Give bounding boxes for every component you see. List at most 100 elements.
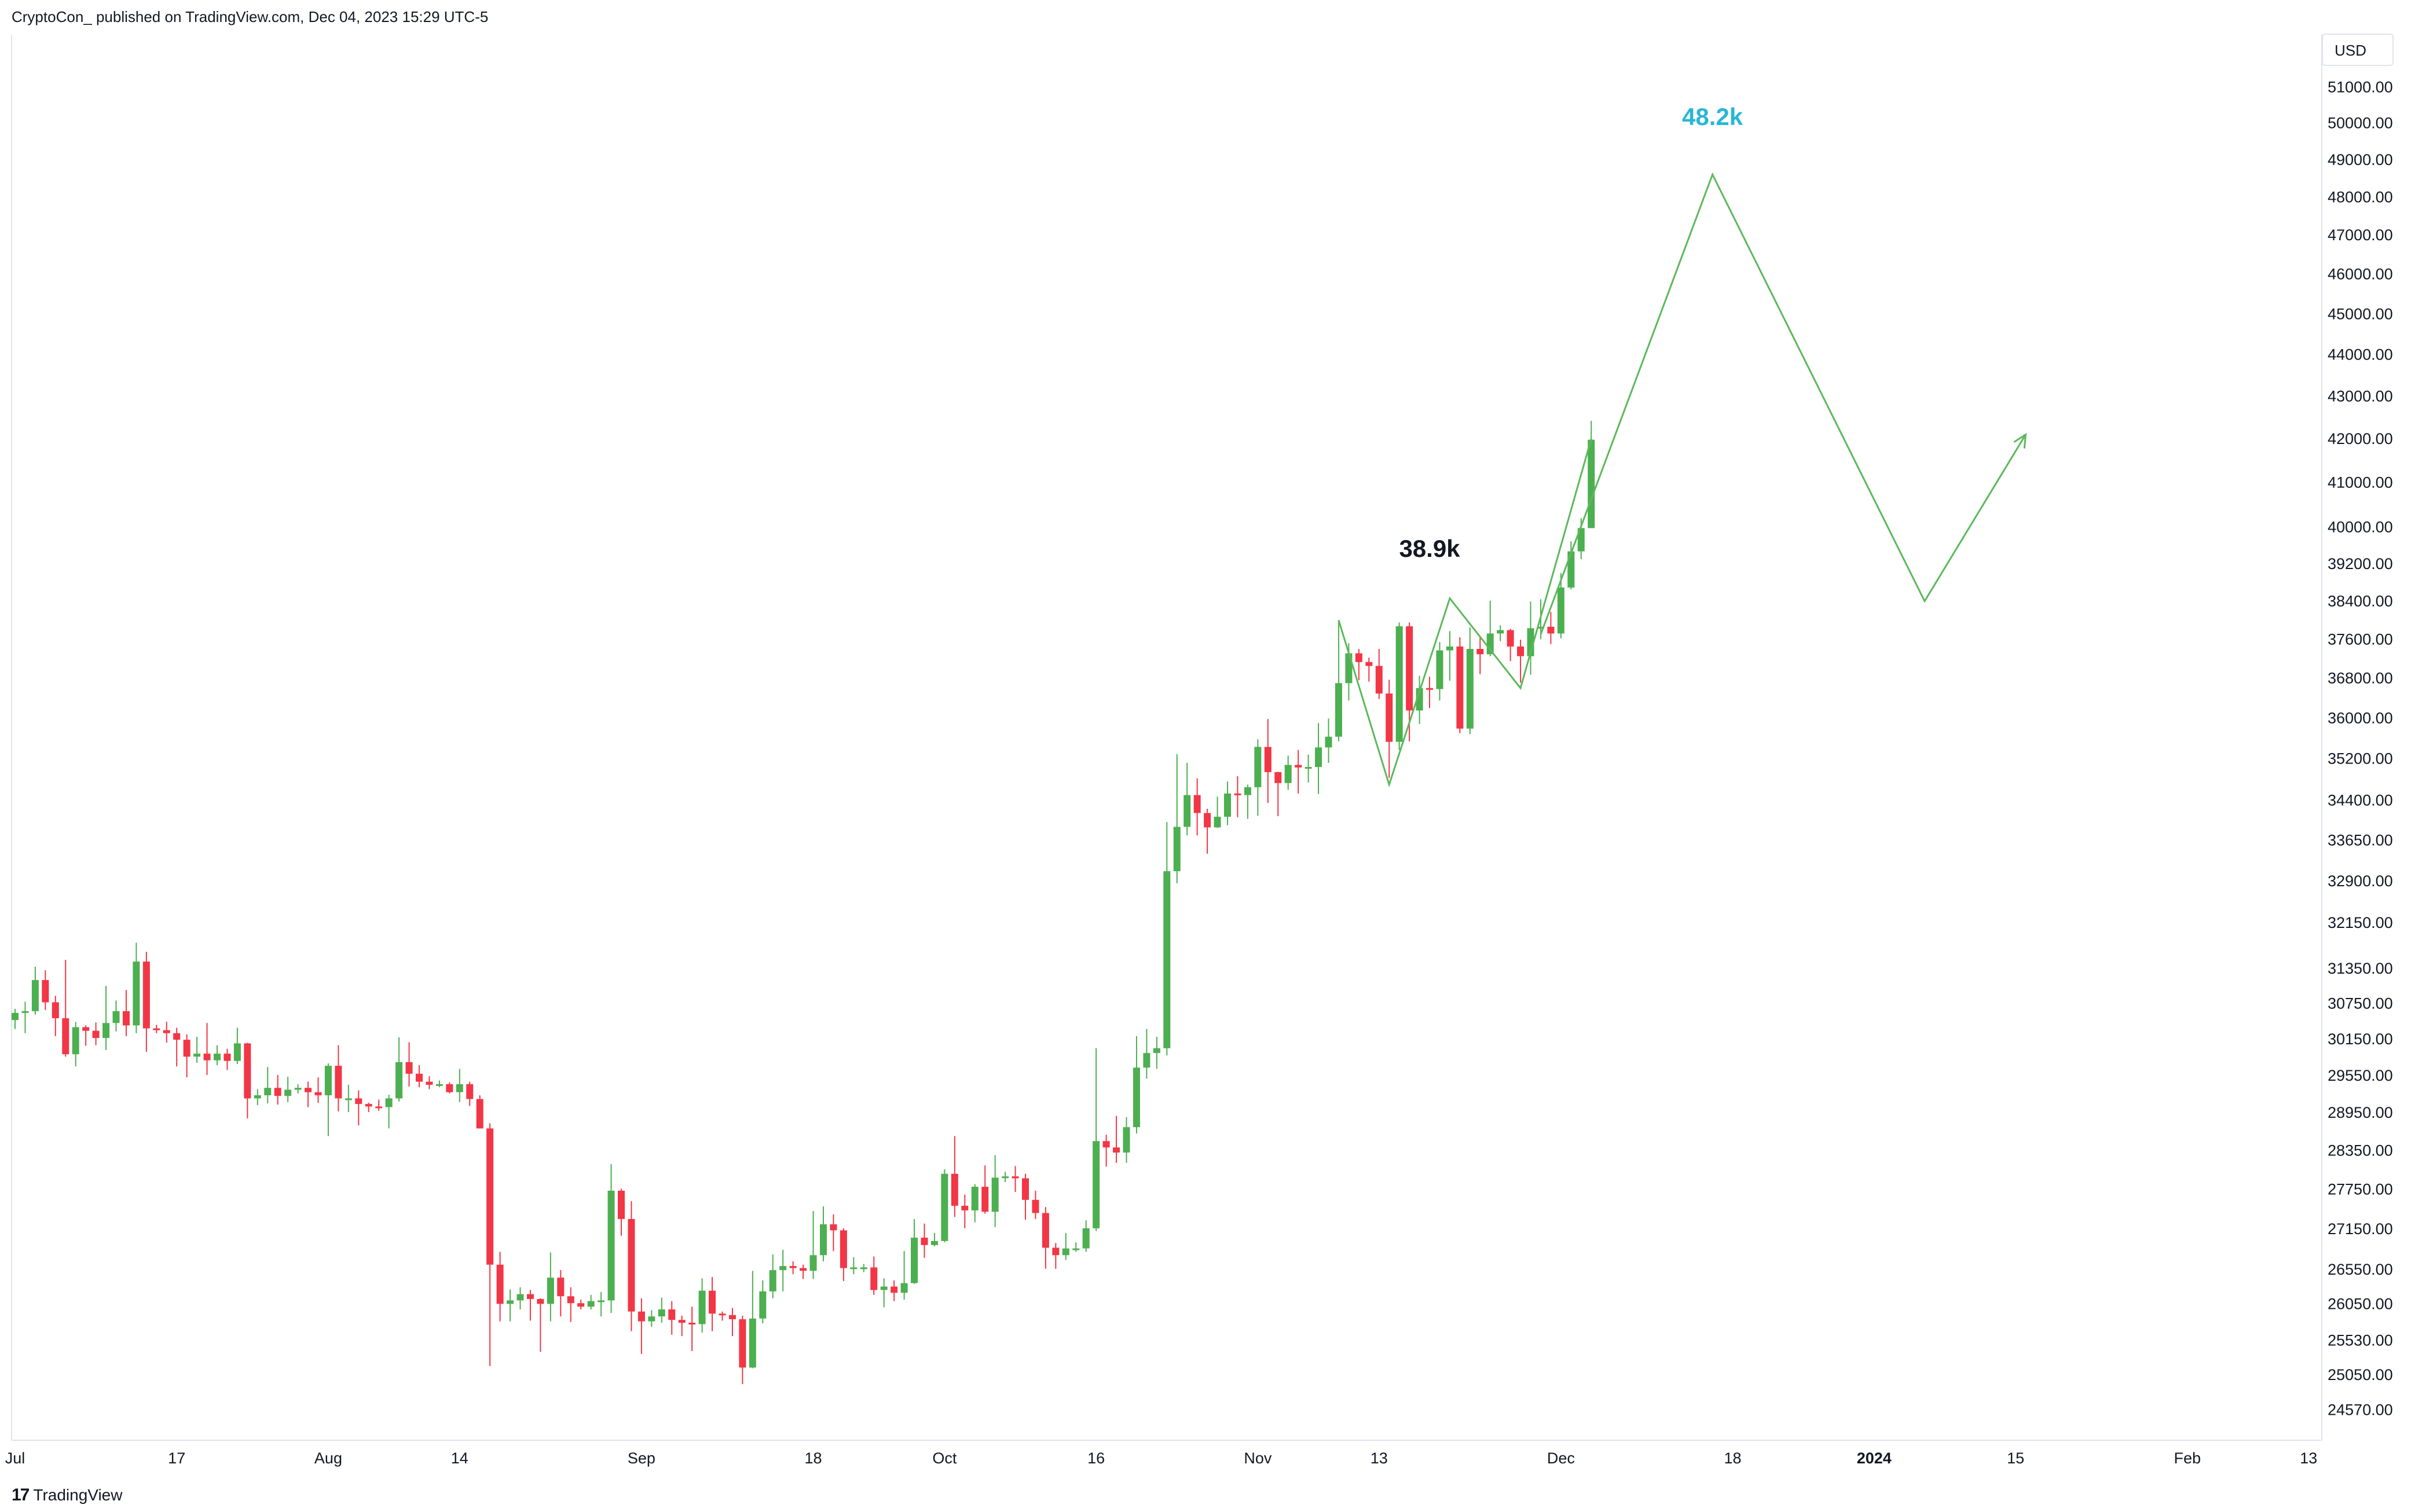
triangle-pattern-line[interactable] (1338, 438, 1592, 788)
candle-2023-11-19[interactable] (1436, 642, 1443, 701)
candle-2023-11-13[interactable] (1375, 649, 1383, 699)
candle-2023-09-14[interactable] (769, 1254, 776, 1298)
candle-2023-09-03[interactable] (658, 1297, 665, 1323)
candle-2023-10-16[interactable] (1093, 1048, 1100, 1231)
candle-2023-10-14[interactable] (1072, 1242, 1080, 1252)
candle-2023-07-14[interactable] (142, 952, 150, 1052)
candle-2023-09-01[interactable] (637, 1298, 645, 1354)
candle-2023-08-28[interactable] (598, 1292, 605, 1317)
candle-2023-09-07[interactable] (698, 1278, 706, 1333)
candle-2023-10-20[interactable] (1133, 1036, 1140, 1134)
candle-2023-09-29[interactable] (921, 1223, 928, 1258)
candle-2023-09-09[interactable] (719, 1311, 726, 1321)
candle-2023-07-06[interactable] (62, 960, 69, 1057)
candle-2023-09-08[interactable] (709, 1276, 716, 1331)
candle-2023-08-17[interactable] (486, 1123, 494, 1366)
candle-2023-07-30[interactable] (305, 1081, 312, 1107)
candle-2023-10-01[interactable] (941, 1169, 948, 1243)
candle-2023-11-30[interactable] (1547, 612, 1555, 644)
candle-2023-09-21[interactable] (840, 1228, 847, 1282)
candle-2023-09-28[interactable] (911, 1219, 918, 1284)
candle-2023-08-16[interactable] (476, 1095, 483, 1129)
currency-label[interactable]: USD (2322, 34, 2394, 66)
candle-2023-07-13[interactable] (133, 942, 140, 1033)
candle-2023-11-03[interactable] (1274, 771, 1282, 816)
candle-2023-07-04[interactable] (42, 970, 49, 1010)
candle-2023-11-14[interactable] (1386, 680, 1393, 778)
candle-2023-07-21[interactable] (214, 1045, 221, 1066)
candle-2023-09-10[interactable] (728, 1308, 736, 1337)
candle-2023-08-19[interactable] (507, 1289, 514, 1322)
candle-2023-10-25[interactable] (1183, 762, 1191, 836)
candle-2023-10-18[interactable] (1113, 1115, 1120, 1163)
candle-2023-08-31[interactable] (628, 1201, 635, 1331)
candle-2023-11-05[interactable] (1295, 750, 1302, 794)
candle-2023-11-25[interactable] (1497, 625, 1504, 641)
candle-2023-11-06[interactable] (1305, 754, 1312, 783)
candle-2023-11-12[interactable] (1365, 658, 1373, 682)
candle-2023-09-18[interactable] (809, 1211, 817, 1279)
candle-2023-07-29[interactable] (294, 1084, 302, 1093)
candle-2023-10-09[interactable] (1022, 1173, 1029, 1220)
candle-2023-08-18[interactable] (496, 1252, 504, 1322)
candle-2023-08-13[interactable] (446, 1082, 453, 1093)
candle-2023-07-23[interactable] (233, 1027, 241, 1064)
candle-2023-07-03[interactable] (31, 967, 39, 1015)
candle-2023-09-16[interactable] (789, 1261, 797, 1275)
candle-2023-09-22[interactable] (850, 1257, 858, 1275)
candle-2023-10-26[interactable] (1193, 778, 1201, 836)
candle-2023-08-23[interactable] (547, 1252, 554, 1322)
candle-2023-07-12[interactable] (122, 990, 130, 1036)
projection-path-line[interactable] (1540, 172, 2027, 635)
candle-2023-08-14[interactable] (456, 1069, 463, 1102)
candle-2023-12-04[interactable] (1588, 420, 1595, 529)
candle-2023-08-22[interactable] (537, 1298, 544, 1352)
candle-2023-07-01[interactable] (12, 1008, 19, 1029)
candle-2023-10-31[interactable] (1244, 784, 1251, 819)
candle-2023-08-12[interactable] (435, 1080, 443, 1088)
candle-2023-07-31[interactable] (314, 1077, 322, 1103)
candle-2023-10-23[interactable] (1163, 822, 1171, 1056)
candle-2023-10-08[interactable] (1012, 1166, 1019, 1192)
candle-2023-11-07[interactable] (1315, 723, 1322, 794)
candle-2023-09-15[interactable] (779, 1249, 787, 1291)
candle-2023-07-25[interactable] (254, 1089, 261, 1106)
annotation-38-9k[interactable]: 38.9k (1399, 535, 1460, 562)
candle-2023-08-27[interactable] (587, 1294, 595, 1310)
candle-2023-12-01[interactable] (1557, 572, 1564, 638)
candle-2023-11-24[interactable] (1486, 600, 1494, 656)
candle-2023-08-21[interactable] (526, 1290, 534, 1321)
candle-2023-11-09[interactable] (1335, 621, 1342, 742)
candle-2023-08-20[interactable] (516, 1287, 524, 1310)
candle-2023-08-03[interactable] (345, 1084, 352, 1113)
candle-2023-11-27[interactable] (1517, 640, 1525, 683)
candle-2023-08-10[interactable] (416, 1065, 423, 1088)
candle-2023-10-13[interactable] (1062, 1232, 1069, 1260)
candle-2023-10-11[interactable] (1042, 1207, 1049, 1269)
candle-2023-08-26[interactable] (577, 1300, 585, 1310)
candle-2023-11-02[interactable] (1264, 719, 1272, 803)
candle-2023-10-03[interactable] (961, 1194, 969, 1228)
candle-2023-09-12[interactable] (749, 1271, 756, 1368)
candle-2023-08-11[interactable] (426, 1076, 433, 1089)
candle-2023-11-08[interactable] (1325, 718, 1332, 763)
tradingview-footer[interactable]: 17 TradingView (12, 1485, 122, 1505)
candle-2023-09-11[interactable] (739, 1315, 746, 1385)
candle-2023-08-30[interactable] (618, 1188, 625, 1236)
candle-2023-07-10[interactable] (102, 986, 110, 1050)
candle-2023-10-30[interactable] (1234, 776, 1241, 817)
candle-2023-08-01[interactable] (324, 1063, 332, 1136)
candle-2023-11-22[interactable] (1466, 627, 1474, 735)
candle-2023-09-13[interactable] (759, 1280, 767, 1324)
candle-2023-10-24[interactable] (1173, 754, 1181, 883)
candle-2023-10-05[interactable] (981, 1165, 989, 1214)
candle-2023-10-10[interactable] (1032, 1190, 1039, 1219)
candle-2023-09-05[interactable] (678, 1315, 686, 1337)
candle-2023-10-19[interactable] (1123, 1117, 1130, 1163)
candle-2023-07-08[interactable] (82, 1025, 90, 1046)
candle-2023-07-17[interactable] (173, 1027, 181, 1067)
candle-2023-10-12[interactable] (1052, 1243, 1060, 1269)
candle-2023-11-23[interactable] (1476, 637, 1484, 674)
candle-2023-09-06[interactable] (688, 1307, 696, 1351)
candle-2023-09-23[interactable] (860, 1264, 867, 1272)
